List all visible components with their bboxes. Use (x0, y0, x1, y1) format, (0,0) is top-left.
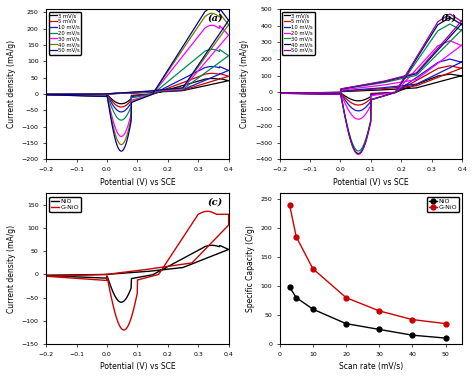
NiO (167, 263, 173, 268)
Line: G-NiO: G-NiO (46, 211, 228, 330)
NiO (135, 270, 140, 274)
G-NiO (204, 209, 210, 214)
Y-axis label: Current density (mA/g): Current density (mA/g) (7, 225, 16, 313)
NiO (43, 273, 49, 277)
G-NiO (43, 274, 49, 279)
X-axis label: Potential (V) vs SCE: Potential (V) vs SCE (100, 362, 175, 371)
Y-axis label: Specific Capacity (C/g): Specific Capacity (C/g) (246, 225, 255, 312)
NiO (185, 263, 191, 268)
G-NiO (135, 268, 140, 273)
Text: (c): (c) (208, 198, 223, 207)
Legend: 3 mV/s, 5 mV/s, 10 mV/s, 20 mV/s, 30 mV/s, 40 mV/s, 50 mV/s: 3 mV/s, 5 mV/s, 10 mV/s, 20 mV/s, 30 mV/… (283, 12, 315, 54)
Legend: NiO, G-NiO: NiO, G-NiO (427, 197, 459, 212)
Y-axis label: Current density (mA/g): Current density (mA/g) (240, 40, 249, 128)
Text: (d): (d) (440, 198, 456, 207)
NiO (74, 275, 80, 279)
G-NiO (178, 239, 183, 243)
G-NiO (43, 274, 49, 279)
NiO (143, 269, 149, 274)
Text: (a): (a) (208, 14, 223, 22)
X-axis label: Scan rate (mV/s): Scan rate (mV/s) (339, 362, 403, 371)
NiO (178, 257, 183, 262)
G-NiO (185, 261, 191, 266)
Line: NiO: NiO (46, 245, 228, 302)
Legend: NiO, G-NiO: NiO, G-NiO (49, 197, 81, 212)
G-NiO (121, 328, 127, 332)
X-axis label: Potential (V) vs SCE: Potential (V) vs SCE (333, 178, 409, 186)
G-NiO (167, 256, 173, 260)
G-NiO (74, 276, 80, 281)
NiO (209, 243, 215, 248)
X-axis label: Potential (V) vs SCE: Potential (V) vs SCE (100, 178, 175, 186)
Text: (b): (b) (440, 14, 456, 22)
NiO (118, 300, 124, 305)
G-NiO (143, 267, 149, 272)
Y-axis label: Current density (mA/g): Current density (mA/g) (7, 40, 16, 128)
Legend: 3 mV/s, 5 mV/s, 10 mV/s, 20 mV/s, 30 mV/s, 40 mV/s, 50 mV/s: 3 mV/s, 5 mV/s, 10 mV/s, 20 mV/s, 30 mV/… (49, 12, 81, 54)
NiO (43, 273, 49, 278)
